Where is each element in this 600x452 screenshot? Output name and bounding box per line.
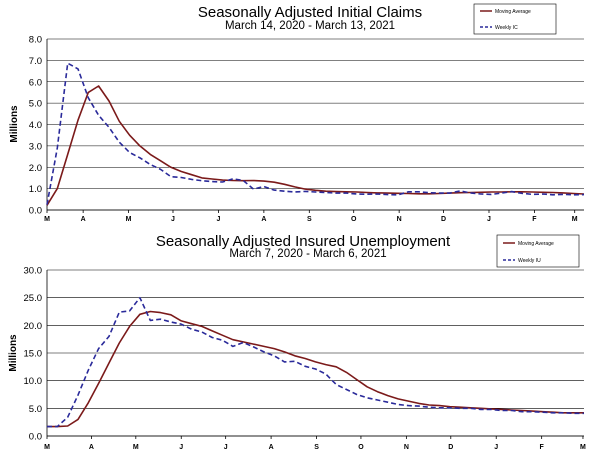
x-tick-label: O <box>351 216 357 223</box>
series-moving-average-line <box>46 85 585 206</box>
y-tick-label: 1.0 <box>29 184 42 195</box>
x-tick-label: M <box>133 444 139 451</box>
x-tick-label: J <box>171 216 175 223</box>
x-tick-label: J <box>216 216 220 223</box>
legend-box <box>473 3 557 35</box>
chart-title: Seasonally Adjusted Initial Claims <box>198 4 422 21</box>
x-tick-label: A <box>269 444 274 451</box>
y-tick-label: 4.0 <box>29 120 42 131</box>
initial-claims-chart: Seasonally Adjusted Initial Claims March… <box>9 3 585 223</box>
legend-label: Weekly IC <box>495 25 518 31</box>
x-tick-label: S <box>307 216 312 223</box>
chart-subtitle: March 14, 2020 - March 13, 2021 <box>225 20 395 32</box>
y-tick-label: 5.0 <box>29 99 42 110</box>
y-tick-label: 8.0 <box>29 35 42 46</box>
x-tick-label: S <box>314 444 319 451</box>
legend: Moving Average Weekly IC <box>473 3 557 35</box>
chart-title: Seasonally Adjusted Insured Unemployment <box>156 233 451 250</box>
x-tick-label: J <box>494 444 498 451</box>
y-tick-label: 30.0 <box>24 266 43 277</box>
y-tick-label: 0.0 <box>29 432 42 443</box>
x-tick-label: M <box>126 216 132 223</box>
y-tick-label: 25.0 <box>24 293 43 304</box>
x-tick-label: J <box>224 444 228 451</box>
y-tick-label: 0.0 <box>29 206 42 217</box>
svg-text:Millions: Millions <box>9 105 20 143</box>
y-tick-label: 20.0 <box>24 321 43 332</box>
y-tick-label: 6.0 <box>29 77 42 88</box>
x-tick-label: M <box>44 216 50 223</box>
legend-label: Moving Average <box>495 9 531 15</box>
x-tick-label: A <box>261 216 266 223</box>
x-tick-label: F <box>532 216 537 223</box>
x-tick-label: A <box>81 216 86 223</box>
x-tick-label: N <box>404 444 409 451</box>
y-tick-label: 5.0 <box>29 404 42 415</box>
series-moving-average-line <box>47 310 584 428</box>
y-tick-label: 15.0 <box>24 349 43 360</box>
chart-subtitle: March 7, 2020 - March 6, 2021 <box>229 248 386 260</box>
legend-label: Moving Average <box>518 241 554 247</box>
x-tick-label: J <box>487 216 491 223</box>
x-tick-label: M <box>44 444 50 451</box>
x-tick-label: M <box>580 444 586 451</box>
legend-label: Weekly IU <box>518 258 541 264</box>
x-tick-label: N <box>397 216 402 223</box>
x-tick-label: M <box>572 216 578 223</box>
x-tick-label: D <box>441 216 446 223</box>
y-tick-label: 7.0 <box>29 56 42 67</box>
x-tick-label: D <box>448 444 453 451</box>
x-tick-label: J <box>179 444 183 451</box>
y-tick-label: 2.0 <box>29 163 42 174</box>
y-axis-label: Millions <box>8 334 19 372</box>
svg-text:Millions: Millions <box>8 334 19 372</box>
legend-box <box>496 234 580 268</box>
x-tick-label: A <box>89 444 94 451</box>
plot-area: 0.0 5.0 10.0 15.0 20.0 25.0 30.0 M A M J J A S O N D J F M <box>24 266 587 452</box>
series-weekly-line <box>47 296 584 428</box>
x-tick-label: O <box>358 444 364 451</box>
y-axis-label: Millions <box>9 105 20 143</box>
y-tick-label: 10.0 <box>24 376 43 387</box>
y-tick-label: 3.0 <box>29 141 42 152</box>
x-tick-label: F <box>540 444 545 451</box>
insured-unemployment-chart: Seasonally Adjusted Insured Unemployment… <box>8 233 586 451</box>
legend: Moving Average Weekly IU <box>496 234 580 268</box>
series-weekly-line <box>46 62 585 205</box>
plot-area: 0.0 1.0 2.0 3.0 4.0 5.0 6.0 7.0 8.0 M A M J J A S O N D J F M <box>29 35 585 223</box>
